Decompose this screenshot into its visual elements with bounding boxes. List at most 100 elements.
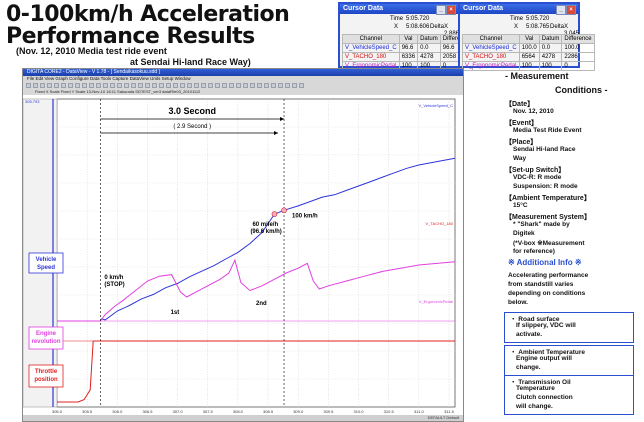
toolbar-button[interactable] — [285, 83, 290, 88]
toolbar-button[interactable] — [159, 83, 164, 88]
additional-info-text: depending on conditions — [508, 290, 586, 297]
cursor-data-table: Channel Val Datum Difference V_VehicleSp… — [462, 34, 595, 71]
toolbar-button[interactable] — [75, 83, 80, 88]
toolbar-button[interactable] — [54, 83, 59, 88]
header-datum: Datum — [538, 34, 563, 44]
toolbar-button[interactable] — [222, 83, 227, 88]
x-tick-label: 306.0 — [112, 409, 123, 414]
toolbar-button[interactable] — [82, 83, 87, 88]
app-titlebar[interactable]: DIGITA CORE2 - DataView - V 1.78 - [ Sen… — [23, 69, 463, 76]
acceleration-chart[interactable]: 305.793 305.0 305.5 306.0 306.5 307.0 307.5 308… — [22, 95, 463, 415]
minimize-icon[interactable]: _ — [556, 5, 566, 15]
speed-point-100 — [281, 207, 287, 214]
toolbar-button[interactable] — [257, 83, 262, 88]
condition-value: Nov. 12, 2010 — [513, 108, 554, 115]
info-box-text: activate. — [516, 331, 543, 338]
cursor-window-title: Cursor Data — [463, 5, 504, 12]
x-tick-label: 310.0 — [354, 409, 365, 414]
condition-value: Digitek — [513, 230, 535, 237]
condition-value: Sendai Hi-land Race — [513, 146, 576, 153]
toolbar-button[interactable] — [299, 83, 304, 88]
toolbar-button[interactable] — [236, 83, 241, 88]
close-icon[interactable]: × — [446, 5, 456, 15]
label-60mph: 60 mile/h — [252, 222, 278, 228]
toolbar-button[interactable] — [26, 83, 31, 88]
toolbar-button[interactable] — [117, 83, 122, 88]
cursor-data-window-1[interactable]: Cursor Data _ × Time 5:05.720 X 5:08.606… — [338, 2, 474, 71]
x-tick-label: 311.5 — [444, 409, 454, 414]
x-tick-label: 308.5 — [263, 409, 274, 414]
toolbar-button[interactable] — [180, 83, 185, 88]
toolbar-button[interactable] — [166, 83, 171, 88]
cursor-data-window-2[interactable]: Cursor Data _ × Time 5:05.720 X 5:08.765… — [458, 2, 595, 71]
toolbar-button[interactable] — [250, 83, 255, 88]
toolbar-button[interactable] — [103, 83, 108, 88]
toolbar-button[interactable] — [145, 83, 150, 88]
x-tick-label: 306.5 — [142, 409, 153, 414]
arrowhead — [280, 117, 285, 121]
info-box-title: ・ Ambient Temperature — [510, 349, 586, 356]
time-label: Time — [510, 16, 524, 22]
toolbar-button[interactable] — [138, 83, 143, 88]
header-datum: Datum — [417, 34, 441, 44]
info-box-text: Clutch connection — [516, 394, 573, 401]
x-tick-label: 309.5 — [323, 409, 334, 414]
throttle-position-label: position — [34, 377, 58, 383]
toolbar-button[interactable] — [229, 83, 234, 88]
table-row[interactable]: V_TACHO_180 6564 4278 2286 — [462, 52, 595, 62]
toolbar-button[interactable] — [124, 83, 129, 88]
x-tick-label: 310.5 — [384, 409, 395, 414]
toolbar-button[interactable] — [243, 83, 248, 88]
time-label: Time — [390, 16, 404, 22]
x-label: X — [394, 24, 399, 30]
close-icon[interactable]: × — [566, 5, 576, 15]
status-bar: DEFAULT Default — [23, 415, 463, 421]
table-row[interactable]: V_VehicleSpeed_C 96.6 0.0 96.6 — [342, 43, 474, 53]
toolbar-button[interactable] — [187, 83, 192, 88]
toolbar-button[interactable] — [110, 83, 115, 88]
condition-label: 【Measurement System】 — [505, 214, 591, 221]
x-tick-label: 308.0 — [233, 409, 244, 414]
toolbar-button[interactable] — [96, 83, 101, 88]
table-row[interactable]: V_VehicleSpeed_C 100.0 0.0 100.0 — [462, 43, 595, 53]
toolbar-button[interactable] — [292, 83, 297, 88]
table-row[interactable]: V_ErgonomicPedal 100 100 0 — [462, 61, 595, 71]
app-menubar[interactable]: File Edit View Graph Configure Data Tool… — [27, 76, 191, 81]
condition-value: (*V-box ※Measurement — [513, 240, 585, 247]
cursor-data-table: Channel Val Datum Difference V_VehicleSp… — [342, 34, 474, 71]
toolbar-button[interactable] — [40, 83, 45, 88]
minimize-icon[interactable]: _ — [436, 5, 446, 15]
toolbar-button[interactable] — [208, 83, 213, 88]
toolbar-button[interactable] — [194, 83, 199, 88]
toolbar-button[interactable] — [131, 83, 136, 88]
gear-label-1st: 1st — [171, 310, 180, 316]
condition-value: Media Test Ride Event — [513, 127, 582, 134]
x-tick-label: 311.0 — [414, 409, 424, 414]
engine-revolution-label: Engine — [36, 331, 57, 337]
toolbar-button[interactable] — [278, 83, 283, 88]
cursor-time: 5:05.720 — [406, 16, 430, 22]
toolbar-button[interactable] — [173, 83, 178, 88]
cursor-window-titlebar[interactable]: Cursor Data _ × — [340, 4, 458, 15]
toolbar-button[interactable] — [33, 83, 38, 88]
table-row[interactable]: V_TACHO_180 6336 4278 2058 — [342, 52, 474, 62]
page-title: 0-100km/h Acceleration — [6, 2, 290, 27]
event-location: at Sendai Hi-land Race Way) — [130, 57, 251, 67]
page-title-line2: Performance Results — [6, 24, 255, 49]
toolbar-button[interactable] — [68, 83, 73, 88]
engine-revolution-label: revolution — [31, 339, 60, 345]
toolbar-button[interactable] — [271, 83, 276, 88]
toolbar-button[interactable] — [152, 83, 157, 88]
toolbar-button[interactable] — [89, 83, 94, 88]
toolbar-button[interactable] — [201, 83, 206, 88]
toolbar-button[interactable] — [61, 83, 66, 88]
condition-label: 【Ambient Temperature】 — [505, 195, 591, 202]
toolbar-button[interactable] — [47, 83, 52, 88]
arrowhead — [274, 131, 279, 135]
plot-frame[interactable]: 305.793 305.0 305.5 306.0 306.5 307.0 307.5 308… — [22, 95, 463, 415]
toolbar-button[interactable] — [215, 83, 220, 88]
cursor-window-titlebar[interactable]: Cursor Data _ × — [460, 4, 578, 15]
toolbar-button[interactable] — [264, 83, 269, 88]
info-box-text: change. — [516, 364, 541, 371]
label-96-6kmh: (96.6 km/h) — [250, 229, 281, 235]
